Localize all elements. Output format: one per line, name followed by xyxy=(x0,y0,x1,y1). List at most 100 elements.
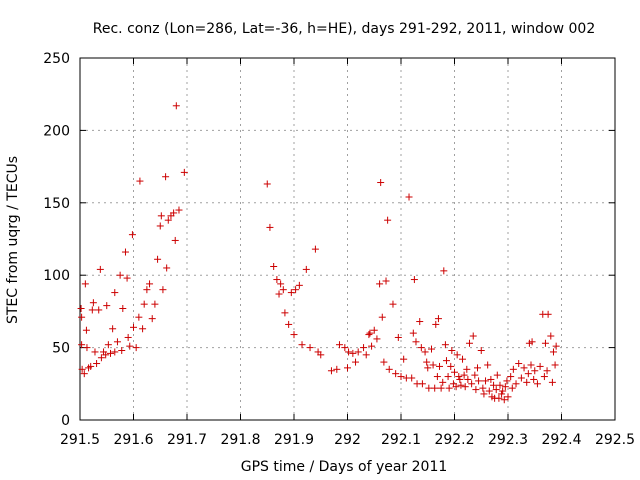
chart-title: Rec. conz (Lon=286, Lat=-36, h=HE), days… xyxy=(93,21,595,37)
data-point xyxy=(431,384,439,392)
data-point xyxy=(298,341,306,349)
data-point xyxy=(482,377,490,385)
data-point xyxy=(444,373,452,381)
data-point xyxy=(370,326,378,334)
y-tick-label: 200 xyxy=(43,123,70,139)
data-point xyxy=(344,364,351,372)
data-point xyxy=(275,290,283,298)
data-point xyxy=(382,277,390,285)
data-point xyxy=(465,339,473,347)
data-point xyxy=(528,338,536,346)
data-point xyxy=(106,349,114,357)
data-point xyxy=(102,351,110,359)
x-tick-label: 292.4 xyxy=(541,432,581,448)
data-point xyxy=(436,362,444,370)
data-point xyxy=(452,383,460,391)
data-point xyxy=(439,378,447,386)
data-point xyxy=(378,313,386,321)
data-point xyxy=(455,373,463,381)
data-point xyxy=(109,325,117,333)
data-point xyxy=(362,351,370,359)
data-point xyxy=(175,206,183,214)
data-point xyxy=(154,255,162,263)
data-point xyxy=(354,348,362,356)
data-point xyxy=(143,286,151,294)
data-point xyxy=(385,365,393,373)
data-point xyxy=(397,373,405,381)
data-point xyxy=(113,338,121,346)
data-point xyxy=(523,378,531,386)
data-point xyxy=(432,320,440,328)
data-point xyxy=(345,348,353,356)
data-point xyxy=(524,370,532,378)
data-point xyxy=(498,390,506,398)
data-point xyxy=(91,348,99,356)
data-point xyxy=(499,387,507,395)
data-point xyxy=(495,394,503,402)
data-point xyxy=(116,271,124,279)
data-point xyxy=(82,326,90,334)
data-point xyxy=(479,384,487,392)
data-point xyxy=(164,216,172,224)
data-point xyxy=(474,364,482,372)
data-point xyxy=(266,223,274,231)
data-point xyxy=(368,342,376,350)
data-point xyxy=(126,342,134,350)
x-tick-label: 291.9 xyxy=(274,432,314,448)
data-point xyxy=(504,393,512,401)
data-point xyxy=(123,274,131,282)
data-point xyxy=(475,377,483,385)
data-point xyxy=(421,348,429,356)
data-point xyxy=(548,378,556,386)
data-point xyxy=(159,286,167,294)
data-point xyxy=(459,355,467,363)
data-point xyxy=(424,364,432,372)
y-axis-label: STEC from uqrg / TECUs xyxy=(5,156,21,324)
data-point xyxy=(93,360,101,368)
x-axis-label: GPS time / Days of year 2011 xyxy=(241,459,448,475)
data-point xyxy=(477,346,485,354)
data-point xyxy=(493,371,501,379)
x-tick-label: 292 xyxy=(334,432,361,448)
data-point xyxy=(400,355,408,363)
data-point xyxy=(484,361,492,369)
data-point xyxy=(311,245,319,253)
data-point xyxy=(410,276,418,284)
data-point xyxy=(536,362,544,370)
data-point xyxy=(507,373,515,381)
data-point xyxy=(485,387,493,395)
data-point xyxy=(517,374,525,382)
data-point xyxy=(263,180,271,188)
data-point xyxy=(80,370,88,378)
data-point xyxy=(366,329,374,337)
data-point xyxy=(327,367,335,375)
data-point xyxy=(78,341,86,349)
data-point xyxy=(270,263,278,271)
data-point xyxy=(111,289,119,297)
x-tick-label: 292.3 xyxy=(488,432,528,448)
data-point xyxy=(151,300,159,308)
data-point xyxy=(136,177,144,185)
data-point xyxy=(365,331,373,339)
y-tick-label: 150 xyxy=(43,196,70,212)
x-tick-label: 292.1 xyxy=(381,432,421,448)
data-point xyxy=(451,368,458,376)
data-point xyxy=(405,193,413,201)
x-tick-label: 291.8 xyxy=(220,432,260,448)
data-point xyxy=(335,341,343,349)
data-point xyxy=(124,333,132,341)
data-point xyxy=(132,344,140,352)
data-point xyxy=(281,309,289,317)
data-point xyxy=(408,374,416,382)
data-point xyxy=(360,344,368,352)
grid-lines xyxy=(80,58,615,420)
data-point xyxy=(425,384,433,392)
data-point xyxy=(389,300,397,308)
data-point xyxy=(543,367,551,375)
x-tick-label: 291.5 xyxy=(60,432,100,448)
data-point xyxy=(531,367,539,375)
x-tick-label: 292.2 xyxy=(434,432,474,448)
data-point xyxy=(492,386,500,394)
data-point xyxy=(87,362,95,370)
data-point xyxy=(295,281,303,289)
